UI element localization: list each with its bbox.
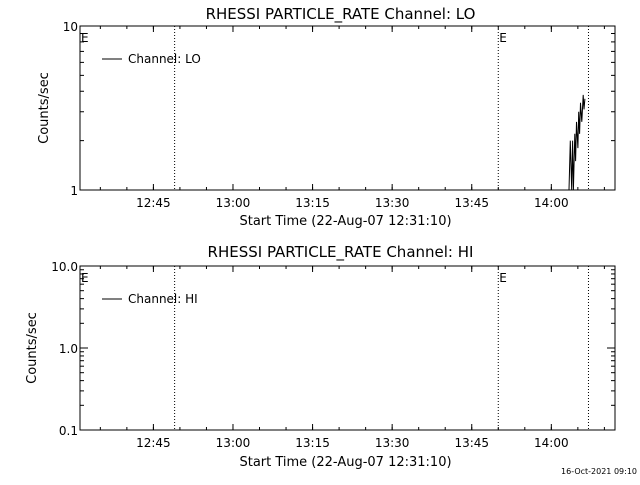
- x-tick-label: 13:30: [375, 436, 410, 450]
- x-tick-label: 13:45: [454, 196, 489, 210]
- legend-label: Channel: LO: [128, 52, 201, 66]
- y-tick-label: 10: [63, 20, 78, 34]
- x-tick-label: 13:30: [375, 196, 410, 210]
- x-tick-label: 14:00: [534, 196, 569, 210]
- y-tick-label: 1.0: [59, 342, 78, 356]
- panel-lo: RHESSI PARTICLE_RATE Channel: LO 12:45 13:…: [37, 5, 616, 229]
- y-tick-label: 1: [70, 184, 78, 198]
- x-tick-label: 13:00: [216, 196, 251, 210]
- plot-frame: [79, 265, 616, 431]
- y-axis-label: Counts/sec: [25, 312, 40, 384]
- plot-frame: [79, 25, 616, 191]
- chart-title: RHESSI PARTICLE_RATE Channel: HI: [208, 243, 474, 262]
- time-marker-label: E: [81, 271, 89, 285]
- legend-label: Channel: HI: [128, 292, 198, 306]
- y-tick-label: 10.0: [51, 260, 78, 274]
- x-tick-label: 13:15: [295, 436, 330, 450]
- y-tick-label: 0.1: [59, 424, 78, 438]
- time-marker-label: E: [81, 31, 89, 45]
- x-axis-label: Start Time (22-Aug-07 12:31:10): [239, 214, 451, 229]
- x-tick-label: 13:45: [454, 436, 489, 450]
- x-tick-label: 12:45: [136, 436, 171, 450]
- x-axis-label: Start Time (22-Aug-07 12:31:10): [239, 455, 451, 470]
- x-tick-label: 12:45: [136, 196, 171, 210]
- time-marker-label: E: [499, 271, 507, 285]
- series-line: [568, 94, 586, 191]
- x-tick-label: 13:15: [295, 196, 330, 210]
- x-tick-label: 14:00: [534, 436, 569, 450]
- y-axis-label: Counts/sec: [37, 72, 52, 144]
- panel-hi: RHESSI PARTICLE_RATE Channel: HI 12:45 13:…: [25, 243, 616, 470]
- chart-title: RHESSI PARTICLE_RATE Channel: LO: [206, 5, 476, 24]
- x-tick-label: 13:00: [216, 436, 251, 450]
- time-marker-label: E: [499, 31, 507, 45]
- footer-timestamp: 16-Oct-2021 09:10: [561, 467, 637, 476]
